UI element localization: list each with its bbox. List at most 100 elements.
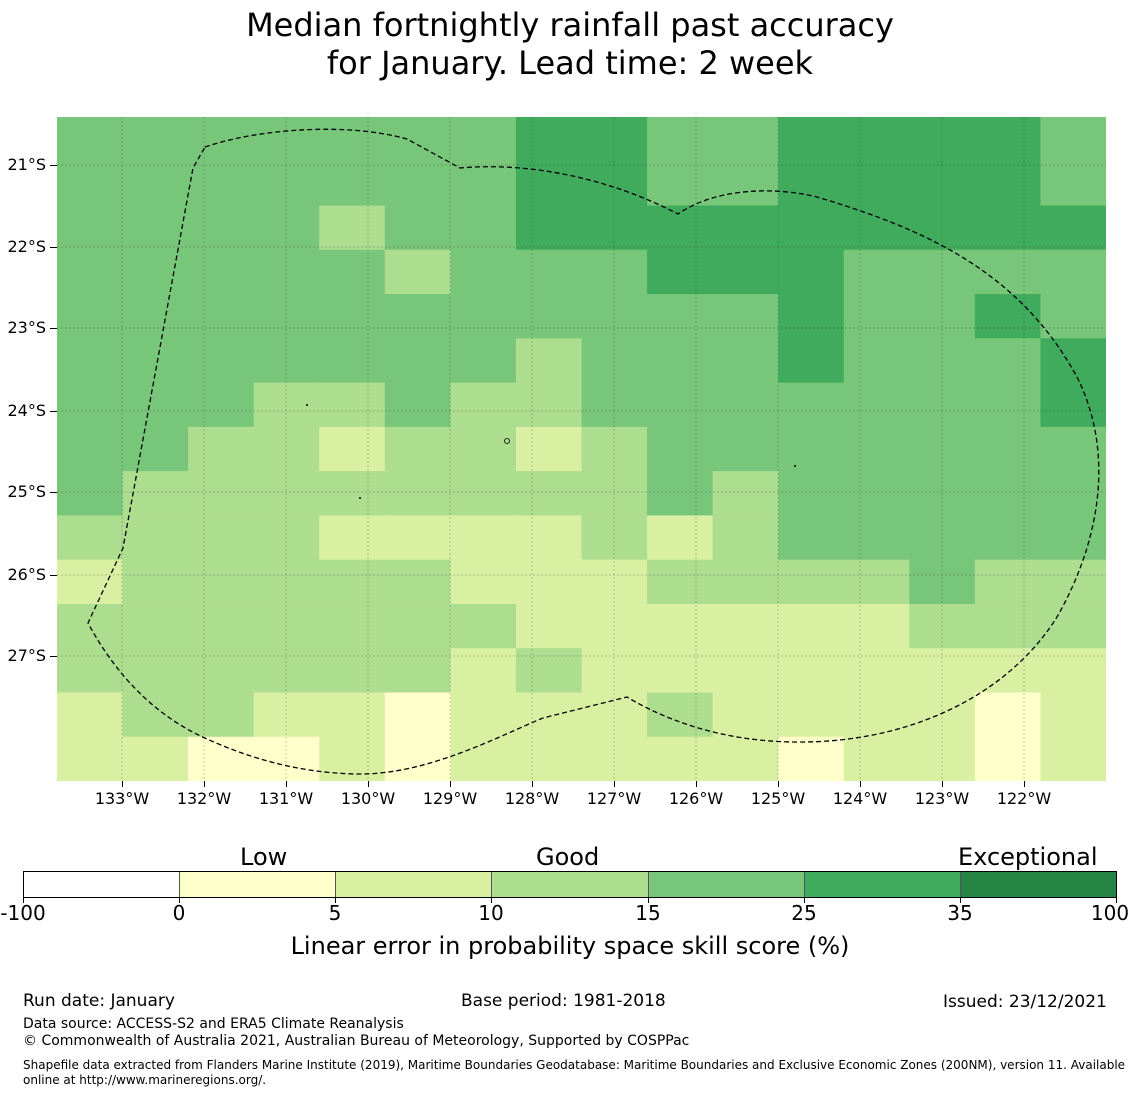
skill-grid-cells bbox=[57, 117, 1106, 781]
skill-cell bbox=[450, 161, 517, 207]
skill-cell bbox=[843, 648, 910, 694]
colorbar-tick-label: 100 bbox=[1090, 901, 1130, 925]
lat-label-26s: 26°S bbox=[7, 565, 46, 584]
skill-cell bbox=[712, 603, 779, 649]
skill-cell bbox=[778, 648, 845, 694]
skill-cell bbox=[1040, 205, 1106, 251]
skill-cell bbox=[122, 161, 189, 207]
skill-cell bbox=[647, 559, 714, 605]
lon-tick bbox=[368, 781, 369, 787]
skill-cell bbox=[253, 515, 320, 561]
skill-cell bbox=[909, 736, 976, 781]
skill-cell bbox=[57, 559, 124, 605]
skill-cell bbox=[974, 205, 1042, 251]
skill-cell bbox=[712, 205, 779, 251]
skill-cell bbox=[188, 205, 255, 251]
lon-tick bbox=[286, 781, 287, 787]
skill-cell bbox=[122, 692, 189, 738]
lon-label-123w: 123°W bbox=[914, 789, 970, 808]
skill-cell bbox=[450, 648, 517, 694]
skill-cell bbox=[515, 205, 583, 251]
legend-category-exceptional: Exceptional bbox=[958, 843, 1098, 871]
skill-cell bbox=[188, 382, 255, 428]
skill-cell bbox=[843, 294, 910, 339]
lon-label-122w: 122°W bbox=[996, 789, 1052, 808]
skill-cell bbox=[384, 382, 451, 428]
skill-cell bbox=[188, 249, 255, 295]
skill-cell bbox=[712, 382, 779, 428]
skill-cell bbox=[1040, 603, 1106, 649]
skill-cell bbox=[1040, 382, 1106, 428]
skill-cell bbox=[319, 603, 386, 649]
skill-cell bbox=[581, 161, 648, 207]
colorbar-tick-label: 25 bbox=[791, 901, 817, 925]
skill-cell bbox=[188, 294, 255, 339]
skill-cell bbox=[1040, 559, 1106, 605]
skill-cell bbox=[384, 515, 451, 561]
skill-cell bbox=[843, 736, 910, 781]
skill-cell bbox=[843, 426, 910, 472]
skill-cell bbox=[122, 515, 189, 561]
skill-cell bbox=[843, 117, 910, 162]
skill-cell bbox=[581, 471, 648, 516]
skill-cell bbox=[712, 161, 779, 207]
lat-tick bbox=[50, 328, 57, 329]
colorbar-tick bbox=[179, 898, 180, 903]
title-line-2: for January. Lead time: 2 week bbox=[326, 44, 814, 82]
lon-tick bbox=[778, 781, 779, 787]
skill-cell bbox=[647, 161, 714, 207]
skill-cell bbox=[712, 117, 779, 162]
skill-cell bbox=[581, 205, 648, 251]
skill-cell bbox=[581, 426, 648, 472]
skill-cell bbox=[450, 692, 517, 738]
skill-cell bbox=[450, 205, 517, 251]
skill-cell bbox=[712, 426, 779, 472]
skill-cell bbox=[57, 515, 124, 561]
lon-label-124w: 124°W bbox=[832, 789, 888, 808]
legend-category-low: Low bbox=[240, 843, 288, 871]
skill-cell bbox=[188, 603, 255, 649]
skill-cell bbox=[647, 249, 714, 295]
skill-cell bbox=[515, 426, 583, 472]
colorbar-tick bbox=[335, 898, 336, 903]
skill-cell bbox=[122, 648, 189, 694]
skill-cell bbox=[974, 117, 1042, 162]
colorbar-segment bbox=[492, 872, 649, 897]
skill-cell bbox=[253, 648, 320, 694]
skill-cell bbox=[319, 294, 386, 339]
skill-cell bbox=[450, 515, 517, 561]
skill-cell bbox=[319, 471, 386, 516]
skill-cell bbox=[515, 471, 583, 516]
skill-cell bbox=[647, 515, 714, 561]
skill-cell bbox=[319, 692, 386, 738]
skill-cell bbox=[909, 117, 976, 162]
skill-cell bbox=[57, 205, 124, 251]
skill-cell bbox=[253, 559, 320, 605]
skill-cell bbox=[253, 117, 320, 162]
colorbar-segment bbox=[180, 872, 337, 897]
lon-label-126w: 126°W bbox=[668, 789, 724, 808]
colorbar-tick-label: -100 bbox=[0, 901, 46, 925]
skill-cell bbox=[843, 249, 910, 295]
skill-cell bbox=[188, 117, 255, 162]
colorbar-tick-label: 5 bbox=[328, 901, 342, 925]
skill-cell bbox=[319, 117, 386, 162]
skill-cell bbox=[647, 471, 714, 516]
skill-cell bbox=[450, 294, 517, 339]
lon-label-131w: 131°W bbox=[258, 789, 314, 808]
skill-cell bbox=[843, 559, 910, 605]
skill-cell bbox=[909, 426, 976, 472]
lon-tick bbox=[122, 781, 123, 787]
skill-cell bbox=[712, 338, 779, 384]
skill-cell bbox=[1040, 471, 1106, 516]
skill-cell bbox=[778, 249, 845, 295]
skill-cell bbox=[712, 736, 779, 781]
skill-cell bbox=[450, 559, 517, 605]
issued-date: Issued: 23/12/2021 bbox=[943, 992, 1107, 1012]
skill-cell bbox=[1040, 736, 1106, 781]
skill-cell bbox=[647, 603, 714, 649]
skill-cell bbox=[384, 736, 451, 781]
skill-cell bbox=[188, 692, 255, 738]
skill-cell bbox=[909, 471, 976, 516]
skill-cell bbox=[581, 648, 648, 694]
